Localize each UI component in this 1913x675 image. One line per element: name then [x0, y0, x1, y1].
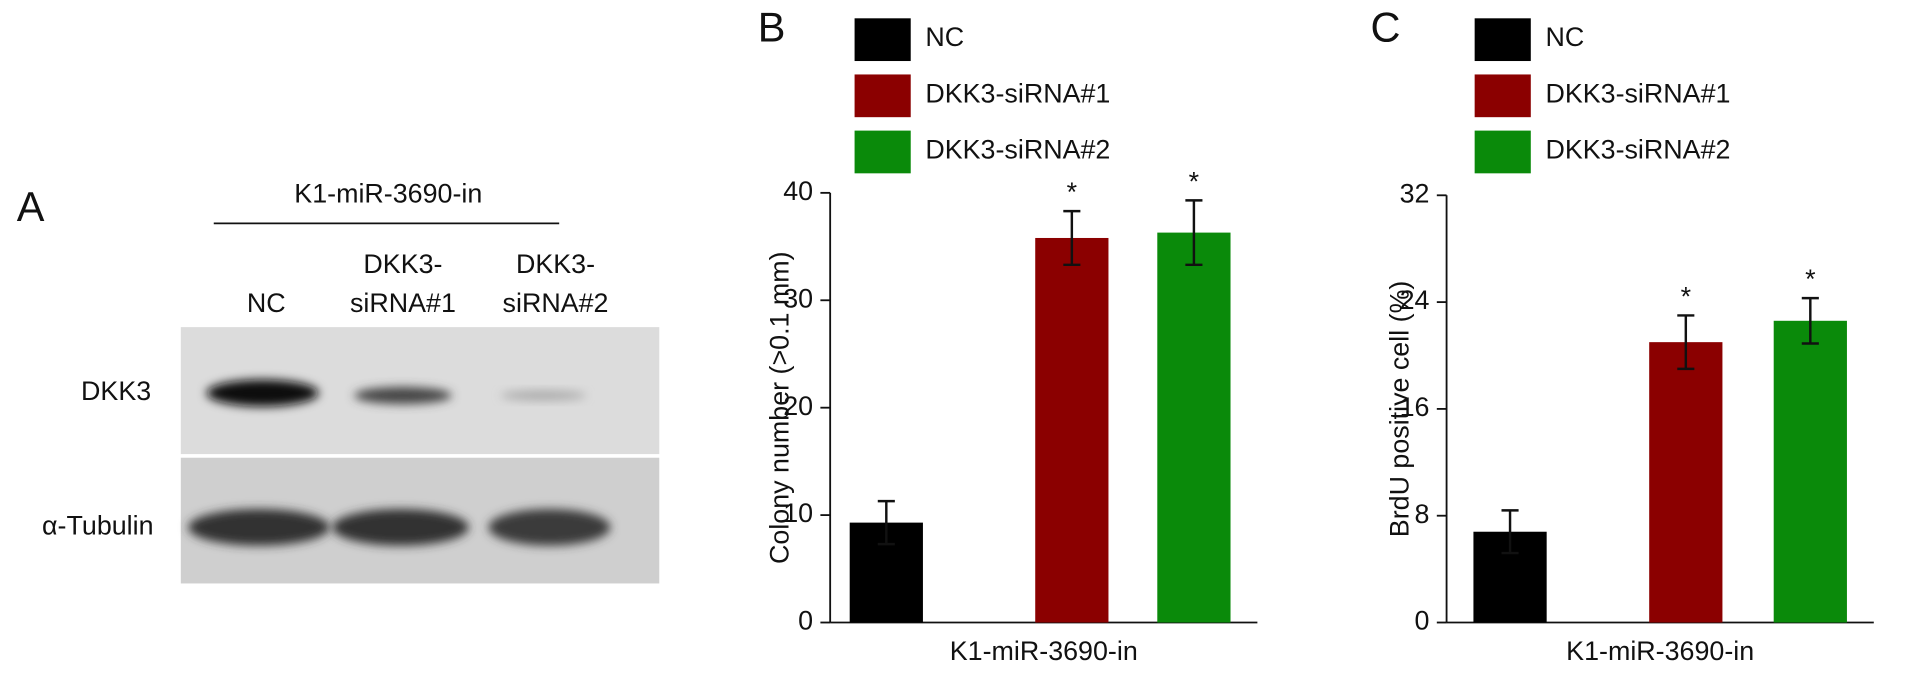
- bar: [1649, 342, 1723, 623]
- blot-image: [180, 327, 660, 584]
- y-tick-label: 40: [783, 176, 813, 206]
- bar: [1773, 320, 1847, 623]
- legend-swatch: [1474, 18, 1531, 62]
- bar: [1157, 232, 1231, 623]
- legend-label: NC: [1545, 22, 1584, 52]
- significance-mark: *: [1805, 264, 1816, 294]
- lane-label: DKK3-: [516, 249, 595, 279]
- legend-swatch: [854, 18, 911, 62]
- y-tick-label: 10: [783, 498, 813, 528]
- y-tick-label: 16: [1400, 392, 1430, 422]
- significance-mark: *: [1189, 166, 1200, 196]
- legend-label: DKK3-siRNA#2: [1545, 134, 1730, 164]
- significance-mark: *: [1067, 177, 1078, 207]
- y-tick-label: 20: [783, 391, 813, 421]
- lane-label: siRNA#1: [350, 288, 456, 318]
- blot-title: K1-miR-3690-in: [294, 178, 482, 208]
- y-tick-label: 32: [1400, 178, 1430, 208]
- y-tick-label: 0: [1415, 606, 1430, 636]
- error-bar: [1801, 296, 1819, 345]
- panel-label: B: [758, 3, 786, 50]
- lane-label: DKK3-: [363, 249, 442, 279]
- row-label: DKK3: [81, 376, 151, 406]
- lane-label: siRNA#2: [503, 288, 609, 318]
- panel-label: A: [17, 183, 45, 230]
- y-tick-label: 0: [798, 606, 813, 636]
- legend-swatch: [1474, 74, 1531, 118]
- panel-label: C: [1371, 3, 1401, 50]
- legend-swatch: [854, 130, 911, 174]
- y-axis-label: BrdU positive cell (%): [1385, 281, 1415, 538]
- row-label: α-Tubulin: [42, 510, 154, 540]
- y-tick-label: 8: [1415, 499, 1430, 529]
- error-bar: [1185, 199, 1203, 267]
- error-bar: [1063, 209, 1081, 267]
- legend-label: DKK3-siRNA#1: [925, 78, 1110, 108]
- error-bar: [1677, 314, 1695, 371]
- x-tick-label: K1-miR-3690-in: [950, 636, 1138, 666]
- legend-label: NC: [925, 22, 964, 52]
- lane-label: NC: [247, 288, 286, 318]
- error-bar: [1501, 509, 1519, 555]
- bar: [1035, 237, 1109, 623]
- x-tick-label: K1-miR-3690-in: [1566, 636, 1754, 666]
- legend-swatch: [1474, 130, 1531, 174]
- significance-mark: *: [1681, 281, 1692, 311]
- error-bar: [877, 499, 895, 546]
- y-tick-label: 24: [1400, 285, 1430, 315]
- legend-label: DKK3-siRNA#1: [1545, 78, 1730, 108]
- y-tick-label: 30: [783, 283, 813, 313]
- y-axis-label: Colony number (>0.1 mm): [764, 251, 794, 564]
- legend-swatch: [854, 74, 911, 118]
- legend-label: DKK3-siRNA#2: [925, 134, 1110, 164]
